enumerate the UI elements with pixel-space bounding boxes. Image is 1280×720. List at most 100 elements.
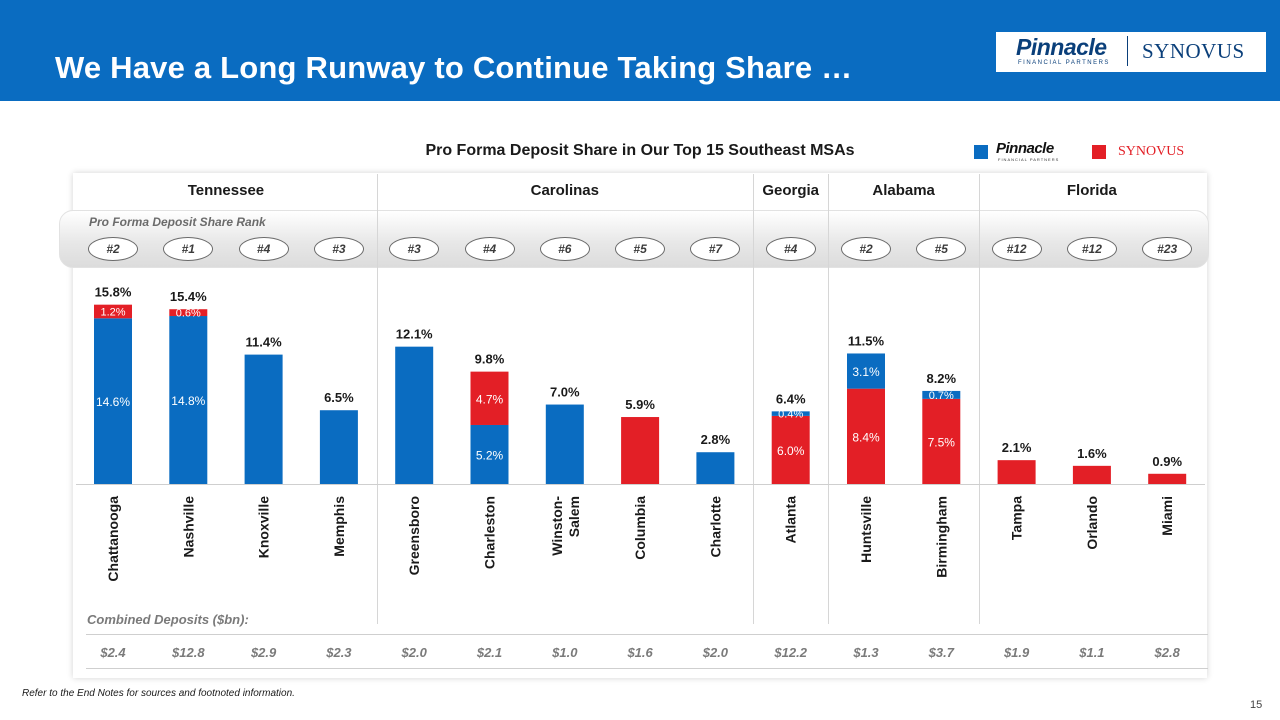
- rank-pill-chattanooga: #2: [88, 237, 138, 261]
- region-header-alabama: Alabama: [872, 182, 935, 199]
- bar-segment-pinnacle-atlanta: [771, 411, 810, 416]
- rank-pill-columbia: #5: [615, 237, 666, 261]
- category-label-orlando: Orlando: [1084, 496, 1100, 550]
- bar-segment-synovus-orlando: [1072, 465, 1111, 484]
- segment-label-pinnacle-birmingham: 0.7%: [929, 390, 954, 402]
- bar-segment-pinnacle-nashville: [169, 316, 208, 484]
- category-label-line: Charlotte: [707, 496, 723, 558]
- bar-group-charleston: 5.2% 4.7% 9.8% Charleston: [470, 352, 509, 569]
- logo-divider: [1127, 36, 1128, 66]
- total-label-columbia: 5.9%: [625, 397, 655, 412]
- region-header-carolinas: Carolinas: [530, 182, 599, 199]
- category-label-line: Memphis: [331, 496, 347, 557]
- category-label-knoxville: Knoxville: [256, 496, 272, 558]
- category-label-charlotte: Charlotte: [707, 496, 723, 558]
- segment-label-synovus-charleston: 4.7%: [476, 392, 504, 406]
- header-bar: We Have a Long Runway to Continue Taking…: [0, 0, 1280, 101]
- pinnacle-logo-subtitle: FINANCIAL PARTNERS: [1018, 60, 1110, 66]
- rank-pill-winston-salem: #6: [539, 237, 590, 261]
- synovus-logo: SYNOVUS: [1142, 39, 1245, 63]
- chart-title: Pro Forma Deposit Share in Our Top 15 So…: [425, 142, 855, 159]
- bar-segment-pinnacle-winston-salem: [545, 404, 584, 484]
- category-label-chattanooga: Chattanooga: [105, 496, 121, 582]
- rank-pill-knoxville: #4: [238, 237, 289, 261]
- bar-segment-synovus-atlanta: [771, 415, 810, 484]
- legend-label-pinnacle: Pinnacle: [996, 140, 1054, 157]
- rank-label: Pro Forma Deposit Share Rank: [89, 215, 266, 229]
- deposit-value-charlotte: $2.0: [702, 645, 729, 660]
- category-label-line: Charleston: [482, 496, 498, 569]
- region-header-tennessee: Tennessee: [187, 182, 265, 199]
- bar-group-winston-salem: 7.0% Winston-Salem: [545, 385, 584, 556]
- segment-label-pinnacle-atlanta: 0.4%: [778, 409, 803, 421]
- category-label-birmingham: Birmingham: [933, 496, 949, 578]
- bar-segment-pinnacle-chattanooga: [94, 318, 132, 484]
- total-label-charleston: 9.8%: [475, 352, 505, 367]
- bar-segment-synovus-miami: [1148, 473, 1187, 484]
- bar-segment-synovus-nashville: [169, 309, 208, 317]
- category-label-columbia: Columbia: [632, 496, 648, 560]
- category-label-line: Winston-: [549, 496, 565, 556]
- bar-group-atlanta: 6.0% 0.4% 6.4% Atlanta: [771, 391, 810, 544]
- rank-pill-tampa: #12: [991, 237, 1042, 261]
- deposit-value-orlando: $1.1: [1079, 645, 1105, 660]
- category-label-charleston: Charleston: [482, 496, 498, 569]
- total-label-miami: 0.9%: [1152, 454, 1182, 469]
- bar-segment-pinnacle-charlotte: [696, 452, 735, 484]
- category-label-huntsville: Huntsville: [858, 496, 874, 563]
- total-label-memphis: 6.5%: [324, 390, 354, 405]
- total-label-tampa: 2.1%: [1002, 440, 1032, 455]
- category-label-tampa: Tampa: [1009, 496, 1025, 540]
- logo-lockup: Pinnacle FINANCIAL PARTNERS SYNOVUS: [996, 32, 1266, 72]
- deposit-value-winston-salem: $1.0: [552, 645, 578, 660]
- category-label-line: Chattanooga: [105, 496, 121, 582]
- category-label-greensboro: Greensboro: [406, 496, 422, 575]
- category-label-line: Tampa: [1009, 496, 1025, 540]
- bar-group-knoxville: 11.4% Knoxville: [244, 335, 283, 558]
- total-label-atlanta: 6.4%: [776, 391, 806, 406]
- bar-segment-synovus-columbia: [621, 417, 660, 484]
- region-header-florida: Florida: [1066, 182, 1117, 199]
- bar-group-orlando: 1.6% Orlando: [1072, 446, 1111, 550]
- total-label-orlando: 1.6%: [1077, 446, 1107, 461]
- bar-segment-pinnacle-greensboro: [395, 346, 434, 484]
- region-divider: [377, 174, 378, 624]
- category-label-line: Knoxville: [256, 496, 272, 558]
- deposit-value-birmingham: $3.7: [928, 645, 954, 660]
- bar-group-columbia: 5.9% Columbia: [621, 397, 660, 560]
- category-label-line: Salem: [566, 496, 582, 537]
- bar-group-greensboro: 12.1% Greensboro: [395, 327, 434, 575]
- bar-segment-synovus-tampa: [997, 460, 1036, 484]
- legend-label-synovus: SYNOVUS: [1118, 144, 1185, 159]
- bar-segment-synovus-charleston: [470, 371, 509, 425]
- legend-sublabel-pinnacle: FINANCIAL PARTNERS: [998, 157, 1060, 162]
- category-label-line: Atlanta: [783, 496, 799, 544]
- total-label-winston-salem: 7.0%: [550, 385, 580, 400]
- deposit-value-memphis: $2.3: [326, 645, 352, 660]
- footnote: Refer to the End Notes for sources and f…: [22, 688, 295, 699]
- category-label-line: Greensboro: [406, 496, 422, 575]
- bar-segment-synovus-huntsville: [847, 388, 885, 484]
- deposit-value-columbia: $1.6: [627, 645, 653, 660]
- deposit-value-miami: $2.8: [1154, 645, 1180, 660]
- category-label-line: Nashville: [180, 496, 196, 558]
- segment-label-synovus-chattanooga: 1.2%: [100, 306, 125, 318]
- deposit-value-atlanta: $12.2: [774, 645, 807, 660]
- legend-swatch-pinnacle: [974, 145, 988, 159]
- bar-segment-synovus-chattanooga: [94, 304, 132, 319]
- bar-group-huntsville: 8.4% 3.1% 11.5% Huntsville: [847, 333, 885, 563]
- deposit-value-greensboro: $2.0: [401, 645, 427, 660]
- segment-label-synovus-nashville: 0.6%: [176, 308, 201, 320]
- bar-group-tampa: 2.1% Tampa: [997, 440, 1036, 540]
- bar-segment-pinnacle-knoxville: [244, 354, 283, 484]
- segment-label-synovus-atlanta: 6.0%: [777, 444, 805, 458]
- deposit-value-charleston: $2.1: [476, 645, 503, 660]
- deposit-value-tampa: $1.9: [1003, 645, 1030, 660]
- region-header-georgia: Georgia: [762, 182, 820, 199]
- category-label-memphis: Memphis: [331, 496, 347, 557]
- rank-pill-atlanta: #4: [765, 237, 816, 261]
- segment-label-pinnacle-chattanooga: 14.6%: [96, 395, 130, 409]
- region-divider: [979, 174, 980, 624]
- bar-segment-pinnacle-charleston: [470, 424, 509, 484]
- category-label-line: Birmingham: [933, 496, 949, 578]
